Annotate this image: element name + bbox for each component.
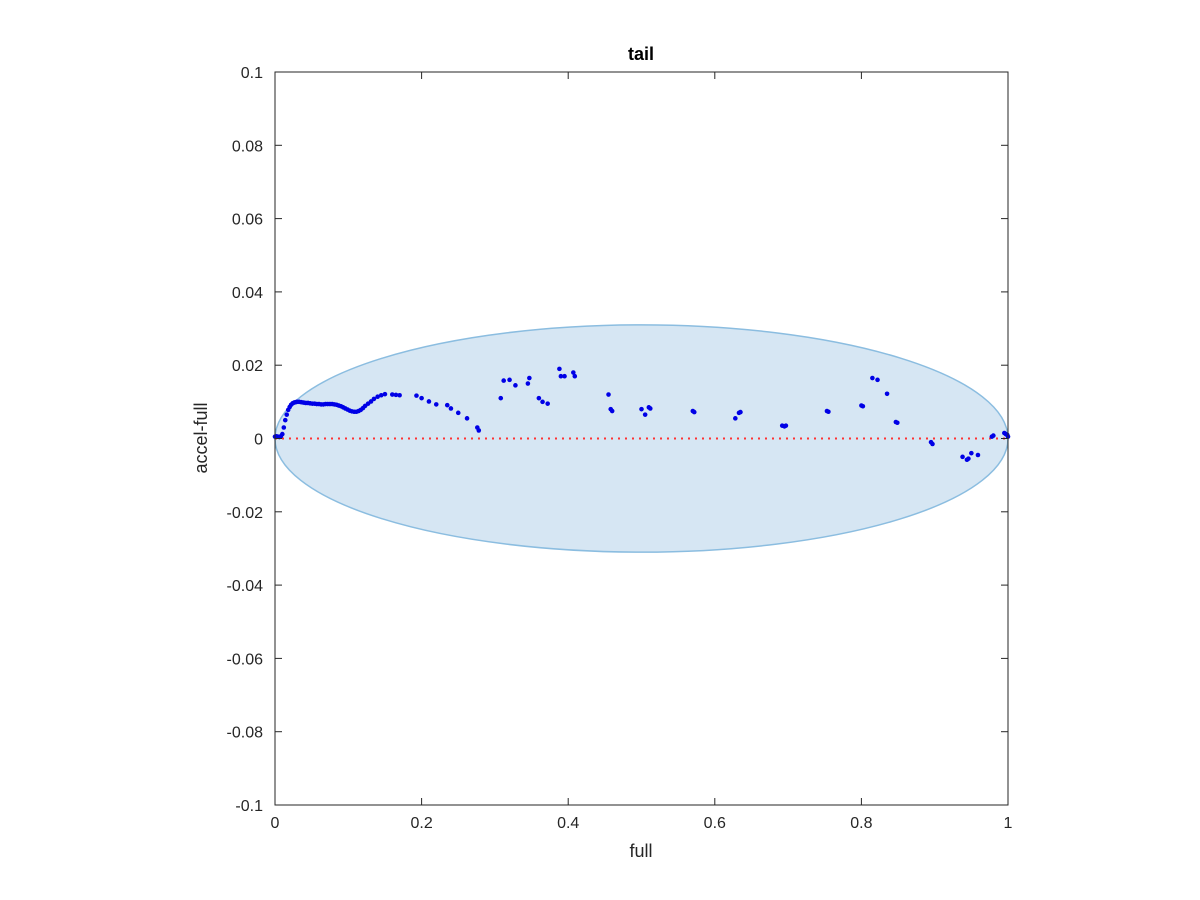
data-point: [371, 396, 377, 402]
data-point: [975, 452, 981, 458]
y-tick-label: 0.04: [232, 285, 263, 302]
x-tick-label: 1: [1004, 815, 1013, 832]
data-point: [733, 416, 738, 421]
y-tick-label: 0.02: [232, 358, 263, 375]
data-point: [960, 454, 965, 460]
data-point: [606, 392, 611, 397]
data-point: [525, 381, 531, 386]
data-point: [884, 391, 890, 397]
x-tick-label: 0: [271, 815, 280, 832]
data-point: [826, 409, 831, 415]
data-point: [284, 412, 290, 417]
data-point: [382, 391, 388, 397]
data-point: [860, 403, 866, 409]
y-ticks: 0.1 0.08 0.06 0.04 0.02 0 -0.02 -0.04 -0.06 -0.08…: [227, 65, 1008, 815]
data-point: [419, 395, 424, 401]
data-point: [513, 383, 518, 388]
data-point: [498, 395, 504, 401]
data-point: [545, 401, 550, 406]
y-tick-label: 0.06: [232, 212, 263, 229]
x-tick-label: 0.8: [850, 815, 872, 832]
data-point: [895, 420, 900, 426]
data-point: [433, 402, 439, 407]
x-tick-label: 0.2: [410, 815, 432, 832]
data-point: [557, 366, 562, 372]
data-point: [389, 392, 395, 397]
data-point: [282, 417, 288, 423]
data-point: [375, 394, 380, 400]
data-point: [571, 370, 576, 375]
data-point: [527, 375, 532, 381]
data-point: [540, 399, 545, 405]
data-point: [426, 399, 432, 404]
y-tick-label: -0.06: [227, 651, 264, 668]
data-point: [639, 406, 644, 412]
data-point: [536, 395, 542, 401]
data-point: [691, 409, 697, 415]
data-point: [930, 441, 935, 447]
data-point: [448, 406, 454, 411]
data-point: [558, 373, 564, 379]
y-axis-label: accel-full: [191, 402, 211, 473]
plot-area: 0 0.2 0.4 0.6 0.8 1 0.1 0.08 0.06 0.04 0.02 0 -0.02…: [227, 65, 1013, 832]
data-point: [991, 433, 996, 438]
data-point: [378, 392, 384, 398]
data-point: [783, 423, 789, 428]
data-point: [414, 393, 419, 398]
data-point: [966, 456, 971, 461]
y-tick-label: -0.1: [235, 798, 263, 815]
y-tick-label: 0.08: [232, 138, 263, 155]
data-point: [397, 392, 402, 398]
data-point: [444, 402, 450, 408]
data-point: [969, 450, 974, 456]
data-point: [562, 373, 567, 379]
y-tick-label: -0.04: [227, 578, 264, 595]
data-point: [464, 416, 470, 421]
data-point: [280, 431, 285, 437]
data-point: [507, 377, 512, 383]
y-tick-label: 0: [254, 432, 263, 449]
data-point: [642, 412, 648, 417]
data-point: [875, 377, 880, 383]
data-point: [393, 392, 399, 398]
data-point: [572, 373, 578, 379]
x-tick-label: 0.4: [557, 815, 579, 832]
y-tick-label: 0.1: [241, 65, 263, 82]
data-point: [870, 375, 875, 381]
data-point: [281, 425, 287, 430]
y-tick-label: -0.02: [227, 505, 264, 522]
data-point: [455, 410, 461, 416]
chart-title: tail: [628, 44, 654, 64]
data-point: [609, 408, 615, 414]
x-tick-label: 0.6: [704, 815, 726, 832]
data-point: [738, 409, 743, 415]
data-point: [501, 378, 506, 383]
data-point: [647, 406, 653, 411]
data-point: [476, 428, 482, 433]
x-ticks: 0 0.2 0.4 0.6 0.8 1: [271, 72, 1013, 832]
y-tick-label: -0.08: [227, 725, 264, 742]
x-axis-label: full: [629, 841, 652, 861]
